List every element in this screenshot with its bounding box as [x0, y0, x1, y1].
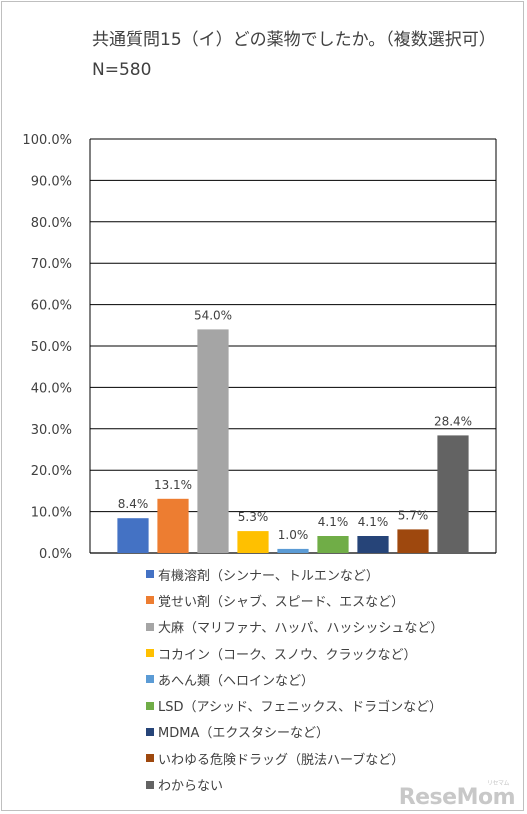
legend-swatch [146, 701, 154, 710]
legend-swatch [146, 622, 154, 631]
chart-title: 共通質問15（イ）どの薬物でしたか。（複数選択可）N=580 [92, 30, 496, 80]
legend-label: MDMA（エクスタシーなど） [158, 726, 329, 742]
legend-label: 覚せい剤（シャブ、スピード、エスなど） [158, 594, 405, 610]
y-tick-label: 30.0% [31, 423, 72, 438]
bar [357, 536, 389, 553]
bar-value-label: 54.0% [194, 308, 232, 322]
legend-label: LSD（アシッド、フェニックス、ドラゴンなど） [158, 700, 443, 716]
y-tick-label: 0.0% [39, 547, 72, 562]
legend: 有機溶剤（シンナー、トルエンなど） 覚せい剤（シャブ、スピード、エスなど） 大麻（マ… [146, 561, 506, 798]
bar-value-label: 28.4% [434, 414, 472, 428]
legend-label: コカイン（コーク、スノウ、クラックなど） [158, 647, 417, 663]
legend-swatch [146, 675, 154, 684]
y-tick-label: 60.0% [31, 299, 72, 314]
legend-swatch [146, 727, 154, 736]
legend-item: わからない [146, 771, 506, 797]
legend-item: いわゆる危険ドラッグ（脱法ハーブなど） [146, 745, 506, 771]
bar-value-label: 4.1% [318, 515, 349, 529]
legend-label: いわゆる危険ドラッグ（脱法ハーブなど） [158, 752, 405, 768]
gridlines [89, 138, 497, 554]
bar [437, 435, 469, 553]
y-tick-label: 100.0% [22, 133, 72, 148]
legend-item: LSD（アシッド、フェニックス、ドラゴンなど） [146, 692, 506, 718]
legend-item: コカイン（コーク、スノウ、クラックなど） [146, 640, 506, 666]
bar-value-label: 5.3% [238, 510, 269, 524]
watermark-small-text: リセマム [486, 780, 510, 787]
y-tick-label: 40.0% [31, 381, 72, 396]
y-axis-ticks: 0.0% 10.0% 20.0% 30.0% 40.0% 50.0% 60.0% 70.0% 8… [22, 133, 72, 562]
bar [197, 329, 229, 553]
legend-item: MDMA（エクスタシーなど） [146, 719, 506, 745]
bar [397, 529, 429, 553]
bars [117, 329, 469, 553]
y-tick-label: 70.0% [31, 257, 72, 272]
legend-label: あへん類（ヘロインなど） [158, 673, 315, 689]
legend-item: 大麻（マリファナ、ハッパ、ハッシッシュなど） [146, 614, 506, 640]
resemom-logo: ReseMom リセマム [398, 780, 516, 810]
legend-item: 覚せい剤（シャブ、スピード、エスなど） [146, 587, 506, 613]
bar-value-label: 8.4% [118, 497, 149, 511]
bar [117, 518, 149, 553]
y-tick-label: 10.0% [31, 506, 72, 521]
legend-label: 有機溶剤（シンナー、トルエンなど） [158, 568, 379, 584]
bar [157, 498, 189, 553]
legend-swatch [146, 754, 154, 763]
bar [237, 531, 269, 553]
legend-label: 大麻（マリファナ、ハッパ、ハッシッシュなど） [158, 621, 444, 637]
bar-value-label: 5.7% [398, 508, 429, 522]
legend-swatch [146, 780, 154, 789]
y-tick-label: 50.0% [31, 340, 72, 355]
legend-item: 有機溶剤（シンナー、トルエンなど） [146, 561, 506, 587]
legend-item: あへん類（ヘロインなど） [146, 666, 506, 692]
legend-swatch [146, 570, 154, 579]
bar-value-label: 1.0% [278, 528, 309, 542]
bar-value-label: 4.1% [358, 515, 389, 529]
bar-value-label: 13.1% [154, 478, 192, 492]
y-tick-label: 20.0% [31, 464, 72, 479]
legend-label: わからない [158, 779, 224, 795]
legend-swatch [146, 649, 154, 658]
bar [277, 548, 309, 553]
watermark-text: ReseMom [398, 785, 516, 810]
y-tick-label: 80.0% [31, 216, 72, 231]
legend-swatch [146, 596, 154, 605]
bar [317, 536, 349, 553]
y-tick-label: 90.0% [31, 174, 72, 189]
data-labels: 8.4% 13.1% 54.0% 5.3% 1.0% 4.1% 4.1% 5.7% 28.4% [118, 308, 472, 542]
